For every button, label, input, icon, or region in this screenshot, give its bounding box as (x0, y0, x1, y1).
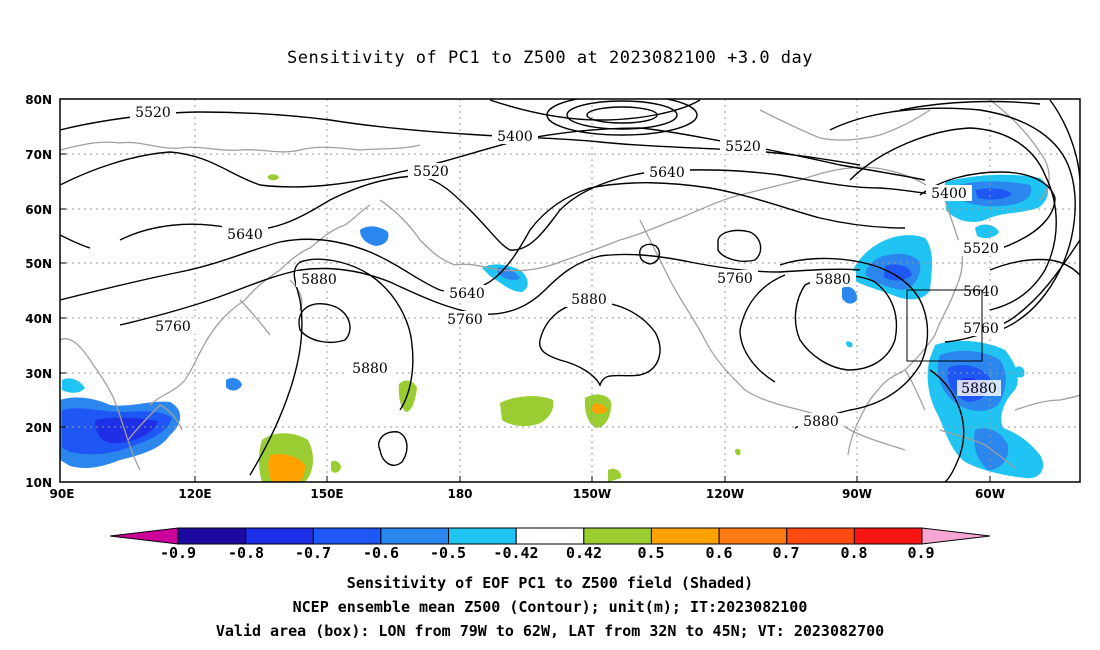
contour-label: 5640 (649, 165, 685, 181)
colorbar-label: -0.5 (430, 544, 466, 562)
colorbar: -0.9 -0.8 -0.7 -0.6 -0.5 -0.42 0.42 0.5 … (109, 527, 991, 562)
colorbar-label: -0.8 (228, 544, 264, 562)
colorbar-label: 0.42 (566, 544, 602, 562)
shade-caribbean (735, 340, 1044, 479)
lat-label: 40N (25, 312, 52, 326)
lat-label: 30N (25, 367, 52, 381)
colorbar-swatch (853, 527, 923, 545)
contour-labels: 5520 5400 5520 5640 5520 5400 5640 5520 … (130, 104, 1004, 430)
colorbar-label: 0.7 (772, 544, 799, 562)
valid-area-box (906, 289, 983, 362)
contour-label: 5520 (963, 241, 999, 257)
lat-label: 20N (25, 421, 52, 435)
longitude-labels: 90E 120E 150E 180 150W 120W 90W 60W (50, 487, 1005, 501)
contour-label: 5640 (963, 284, 999, 300)
shade-south-asia (60, 378, 181, 468)
colorbar-swatch (245, 527, 314, 545)
caption-line-2: NCEP ensemble mean Z500 (Contour); unit(… (292, 598, 808, 616)
shade-central-pacific (360, 226, 622, 482)
contour-label: 5520 (135, 105, 171, 121)
lon-label: 180 (447, 487, 472, 501)
colorbar-swatch (177, 527, 247, 545)
grid-lines (60, 99, 1080, 482)
lat-label: 80N (25, 93, 52, 107)
colorbar-label: 0.6 (705, 544, 732, 562)
contour-label: 5760 (447, 312, 483, 328)
lat-label: 60N (25, 203, 52, 217)
colorbar-swatch (515, 527, 585, 545)
colorbar-left-arrow (109, 527, 179, 545)
colorbar-swatch (786, 527, 855, 545)
colorbar-swatch (448, 527, 517, 545)
lat-label: 70N (25, 148, 52, 162)
contour-label-caribbean: 5880 (957, 380, 1001, 397)
colorbar-label: 0.5 (637, 544, 664, 562)
contour-label: 5880 (352, 361, 388, 377)
contour-label: 5640 (227, 227, 263, 243)
lon-label: 120E (178, 487, 211, 501)
colorbar-label: -0.9 (160, 544, 196, 562)
lon-label: 150E (310, 487, 343, 501)
colorbar-label: 0.9 (907, 544, 934, 562)
axis-ticks (60, 98, 991, 482)
contour-label: 5760 (155, 319, 191, 335)
map-title: Sensitivity of PC1 to Z500 at 2023082100… (286, 48, 813, 68)
shaded-sensitivity (60, 174, 1049, 482)
colorbar-swatch (583, 527, 652, 545)
colorbar-swatch (718, 527, 788, 545)
contour-label: 5880 (301, 272, 337, 288)
lon-label: 150W (573, 487, 611, 501)
shade-west-pacific (226, 174, 417, 482)
contour-label: 5520 (413, 164, 449, 180)
contour-label: 5880 (961, 381, 997, 397)
caption-line-3: Valid area (box): LON from 79W to 62W, L… (215, 622, 885, 640)
map-frame (59, 98, 1081, 483)
caption-line-1: Sensitivity of EOF PC1 to Z500 field (Sh… (346, 574, 754, 592)
contour-label: 5640 (449, 286, 485, 302)
lat-label: 50N (25, 257, 52, 271)
contour-label: 5880 (815, 272, 851, 288)
contour-label: 5760 (717, 271, 753, 287)
colorbar-swatch (312, 527, 382, 545)
colorbar-label: -0.42 (493, 544, 538, 562)
latitude-labels: 80N 70N 60N 50N 40N 30N 20N 10N (25, 93, 52, 490)
colorbar-label: -0.6 (363, 544, 399, 562)
contour-label: 5400 (497, 129, 533, 145)
colorbar-swatch (650, 527, 720, 545)
lon-label: 60W (975, 487, 1005, 501)
colorbar-label: 0.8 (840, 544, 867, 562)
colorbar-swatch (380, 527, 450, 545)
lat-label: 10N (25, 476, 52, 490)
lon-label: 90W (842, 487, 872, 501)
contour-label: 5760 (963, 321, 999, 337)
lon-label: 120W (706, 487, 744, 501)
lon-label: 90E (50, 487, 75, 501)
contour-label: 5520 (725, 139, 761, 155)
colorbar-right-arrow (921, 527, 991, 545)
contour-label: 5880 (803, 414, 839, 430)
contour-label: 5880 (571, 292, 607, 308)
colorbar-label: -0.7 (295, 544, 331, 562)
contour-label: 5400 (931, 186, 967, 202)
